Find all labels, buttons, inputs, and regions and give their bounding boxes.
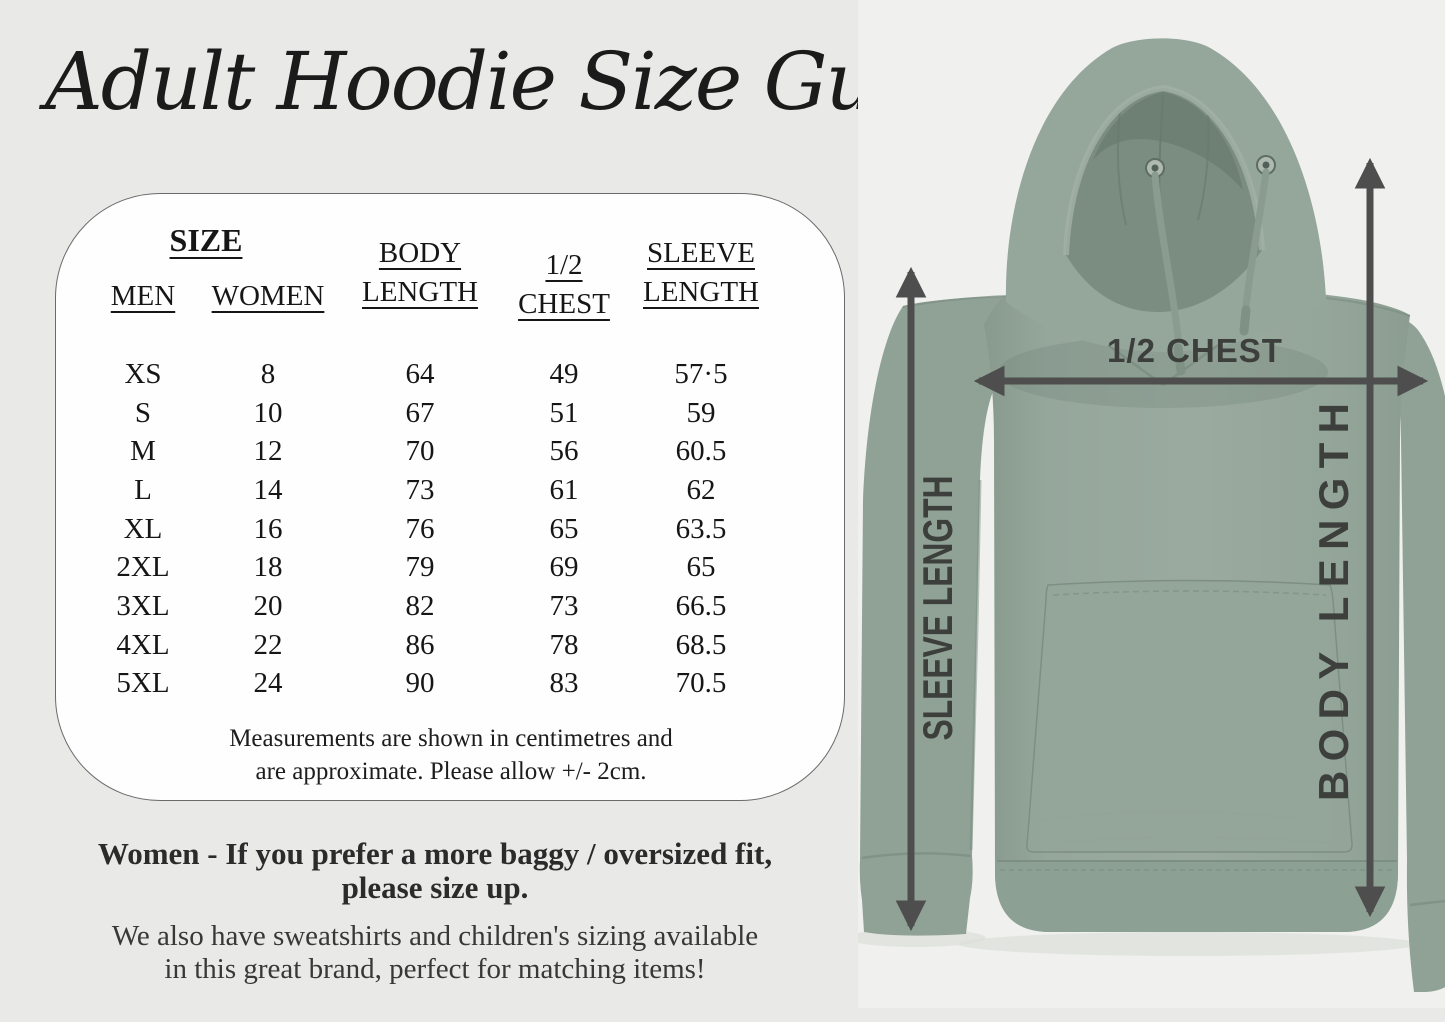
size-table: XS 8 64 49 57·5 S 10 67 51 59 M 12 70 56… (56, 355, 846, 703)
cell-sleeve-length: 57·5 (674, 357, 728, 390)
table-row: L 14 73 61 62 (56, 471, 846, 510)
cell-men-size: 4XL (116, 628, 170, 661)
column-header-women: WOMEN (210, 280, 326, 313)
hoodie-illustration: 1/2 CHEST SLEEVE LENGTH BODY LENGTH (846, 0, 1445, 1022)
cell-body-length: 70 (405, 435, 435, 468)
column-header-body-length: BODY LENGTH (306, 234, 534, 312)
cell-half-chest: 73 (549, 589, 579, 622)
cell-sleeve-length: 65 (686, 551, 716, 584)
hoodie-diagram-svg: 1/2 CHEST SLEEVE LENGTH BODY LENGTH (846, 0, 1445, 1008)
cell-women-size: 22 (253, 628, 283, 661)
women-sizing-note-line1: Women - If you prefer a more baggy / ove… (97, 836, 773, 871)
cell-women-size: 8 (260, 357, 276, 390)
cell-women-size: 20 (253, 589, 283, 622)
header-sleeve-line1: SLEEVE (647, 237, 755, 269)
measurement-note-line1: Measurements are shown in centimetres an… (229, 725, 673, 752)
hoodie-right-sleeve (1326, 300, 1445, 992)
cell-body-length: 90 (405, 667, 435, 700)
cell-sleeve-length: 60.5 (675, 435, 727, 468)
cell-women-size: 24 (253, 667, 283, 700)
women-sizing-note-line2: please size up. (341, 870, 529, 905)
cell-half-chest: 65 (549, 512, 579, 545)
women-sizing-note: Women - If you prefer a more baggy / ove… (20, 837, 850, 905)
half-chest-label: 1/2 CHEST (1107, 332, 1283, 369)
hoodie-hem-band (995, 860, 1398, 932)
cell-half-chest: 49 (549, 357, 579, 390)
header-chest-line1: 1/2 (545, 249, 583, 281)
cell-body-length: 64 (405, 357, 435, 390)
table-row: 4XL 22 86 78 68.5 (56, 626, 846, 665)
header-size-label: SIZE (169, 222, 243, 258)
cell-women-size: 14 (253, 473, 283, 506)
cell-men-size: 3XL (116, 589, 170, 622)
cell-half-chest: 51 (549, 396, 579, 429)
cell-body-length: 82 (405, 589, 435, 622)
cell-body-length: 67 (405, 396, 435, 429)
measurement-note-line2: are approximate. Please allow +/- 2cm. (255, 758, 647, 785)
table-row: M 12 70 56 60.5 (56, 432, 846, 471)
body-length-label: BODY LENGTH (1310, 403, 1357, 801)
table-row: 3XL 20 82 73 66.5 (56, 587, 846, 626)
sleeve-length-label: SLEEVE LENGTH (914, 476, 961, 741)
size-guide-card: SIZE MEN WOMEN BODY LENGTH 1/2 CHEST SLE… (55, 193, 845, 801)
cell-body-length: 76 (405, 512, 435, 545)
cell-sleeve-length: 59 (686, 396, 716, 429)
cell-body-length: 86 (405, 628, 435, 661)
cell-men-size: L (134, 473, 152, 506)
cell-women-size: 18 (253, 551, 283, 584)
brand-note-line2: in this great brand, perfect for matchin… (164, 953, 706, 985)
cell-women-size: 10 (253, 396, 283, 429)
brand-note-line1: We also have sweatshirts and children's … (111, 920, 759, 952)
column-header-half-chest: 1/2 CHEST (504, 246, 624, 324)
cell-body-length: 79 (405, 551, 435, 584)
header-body-line2: LENGTH (362, 276, 478, 308)
table-row: S 10 67 51 59 (56, 394, 846, 433)
column-header-men: MEN (56, 280, 230, 313)
table-row: 2XL 18 79 69 65 (56, 548, 846, 587)
table-row: 5XL 24 90 83 70.5 (56, 665, 846, 704)
cell-half-chest: 78 (549, 628, 579, 661)
header-sleeve-line2: LENGTH (643, 276, 759, 308)
cell-half-chest: 61 (549, 473, 579, 506)
cell-men-size: XL (123, 512, 163, 545)
cell-women-size: 16 (253, 512, 283, 545)
cell-sleeve-length: 68.5 (675, 628, 727, 661)
cell-half-chest: 56 (549, 435, 579, 468)
cell-men-size: 2XL (116, 551, 170, 584)
cell-half-chest: 83 (549, 667, 579, 700)
table-row: XL 16 76 65 63.5 (56, 510, 846, 549)
cell-men-size: M (130, 435, 156, 468)
column-header-sleeve-length: SLEEVE LENGTH (594, 234, 808, 312)
page-title: Adult Hoodie Size Guide (45, 35, 995, 128)
cell-sleeve-length: 62 (686, 473, 716, 506)
column-header-size: SIZE (119, 222, 293, 259)
cell-men-size: 5XL (116, 667, 170, 700)
table-row: XS 8 64 49 57·5 (56, 355, 846, 394)
header-chest-line2: CHEST (518, 288, 610, 320)
cell-women-size: 12 (253, 435, 283, 468)
hoodie-pocket (1026, 579, 1353, 853)
measurement-note: Measurements are shown in centimetres an… (56, 722, 846, 788)
cell-half-chest: 69 (549, 551, 579, 584)
cell-sleeve-length: 66.5 (675, 589, 727, 622)
brand-note: We also have sweatshirts and children's … (20, 920, 850, 986)
cell-men-size: XS (124, 357, 162, 390)
header-women-label: WOMEN (211, 280, 325, 312)
cell-sleeve-length: 63.5 (675, 512, 727, 545)
header-body-line1: BODY (378, 237, 462, 269)
header-men-label: MEN (110, 280, 176, 312)
cell-body-length: 73 (405, 473, 435, 506)
cell-sleeve-length: 70.5 (675, 667, 727, 700)
cell-men-size: S (134, 396, 152, 429)
